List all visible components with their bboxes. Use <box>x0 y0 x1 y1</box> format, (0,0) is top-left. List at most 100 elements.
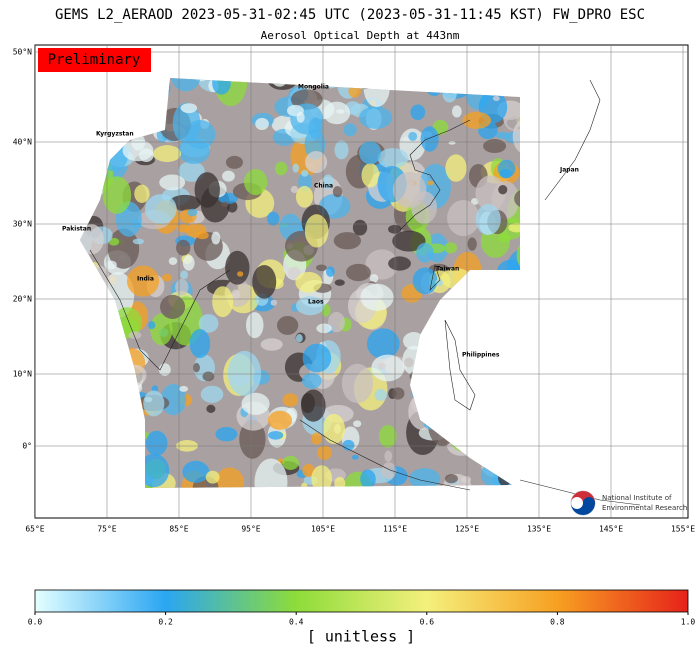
aerosol-patch <box>408 131 418 141</box>
aerosol-patch <box>315 264 327 272</box>
aerosol-patch <box>212 78 231 95</box>
aerosol-patch <box>388 256 411 271</box>
aerosol-patch <box>237 271 244 277</box>
lon-label: 135°E <box>527 525 551 534</box>
aerosol-patch <box>196 231 209 240</box>
aerosol-patch <box>483 139 507 154</box>
aerosol-patch <box>514 189 520 208</box>
aerosol-patch <box>420 126 439 152</box>
aerosol-patch <box>252 264 277 299</box>
colorbar-tick-label: 0.8 <box>550 618 565 627</box>
lon-label: 75°E <box>97 525 116 534</box>
aerosol-patch <box>276 315 299 335</box>
aerosol-patch <box>255 117 269 130</box>
aerosol-patch <box>205 470 220 484</box>
aerosol-patch <box>145 194 177 224</box>
aerosol-patch <box>182 255 195 271</box>
aerosol-patch <box>194 172 220 208</box>
aerosol-patch <box>282 393 299 407</box>
aerosol-patch <box>409 468 441 488</box>
aerosol-patch <box>198 314 219 333</box>
aerosol-patch <box>410 104 426 121</box>
aerosol-patch <box>351 454 359 460</box>
aerosol-patch <box>444 242 458 254</box>
aerosol-patch <box>332 186 343 198</box>
aerosol-patch <box>391 387 405 400</box>
aerosol-patch <box>371 354 405 382</box>
aerosol-patch <box>182 460 210 483</box>
aerosol-patch <box>80 224 104 255</box>
aerosol-patch <box>102 176 132 214</box>
aerosol-patch <box>322 413 345 445</box>
aerosol-patch <box>359 140 382 165</box>
aerosol-patch <box>295 296 325 316</box>
aerosol-patch <box>168 257 178 266</box>
coastline <box>89 249 231 371</box>
logo-blue <box>571 497 595 515</box>
aerosol-patch <box>435 278 443 287</box>
aerosol-patch <box>377 362 386 370</box>
aerosol-patch <box>227 350 262 396</box>
aerosol-patch <box>366 328 400 360</box>
place-label: India <box>137 276 154 283</box>
colorbar-tick-label: 0.4 <box>289 618 304 627</box>
aerosol-patch <box>378 424 397 448</box>
aerosol-patch <box>343 123 357 137</box>
aerosol-patch <box>353 420 362 428</box>
aerosol-patch <box>447 200 480 237</box>
colorbar-tick-label: 1.0 <box>681 618 696 627</box>
aerosol-patch <box>168 194 201 211</box>
aerosol-patch <box>241 392 270 415</box>
aerosol-patch <box>462 111 492 129</box>
lat-label: 50°N <box>13 48 32 57</box>
aerosol-patch <box>290 89 323 110</box>
aerosol-patch <box>139 148 154 162</box>
aerosol-patch <box>187 208 198 217</box>
aerosol-patch <box>445 154 467 182</box>
coastline <box>299 419 471 491</box>
aerosol-patch <box>161 273 172 282</box>
aerosol-patch <box>467 237 477 251</box>
coastline <box>399 119 471 231</box>
lon-label: 85°E <box>169 525 188 534</box>
aerosol-patch <box>333 232 361 250</box>
aerosol-patch <box>345 263 371 282</box>
aerosol-patch <box>292 163 300 173</box>
aerosol-patch <box>267 211 280 226</box>
aerosol-patch <box>288 266 301 280</box>
aerosol-patch <box>105 260 117 270</box>
aerosol-patch <box>126 265 160 297</box>
aerosol-patch <box>211 231 221 245</box>
aerosol-patch <box>361 163 380 188</box>
place-label: Kyrgyzstan <box>96 131 134 138</box>
aerosol-patch <box>180 103 198 114</box>
lon-label: 115°E <box>383 525 407 534</box>
aerosol-patch <box>300 393 315 414</box>
aerosol-patch <box>360 469 376 488</box>
aerosol-patch <box>138 453 170 488</box>
aerosol-patch <box>444 473 458 484</box>
badge <box>38 48 151 72</box>
aerosol-patch <box>341 363 373 404</box>
aerosol-patch <box>311 465 333 488</box>
aerosol-patch <box>369 274 379 283</box>
aerosol-patch <box>302 343 332 373</box>
aerosol-patch <box>150 313 173 346</box>
aerosol-patch <box>360 283 394 311</box>
colorbar-label: [ unitless ] <box>307 628 415 646</box>
aerosol-patch <box>225 155 243 169</box>
aerosol-patch <box>448 141 456 145</box>
aerosol-patch <box>179 385 189 392</box>
aerosol-patch <box>302 464 315 477</box>
place-label: Laos <box>308 299 324 306</box>
aerosol-patch <box>225 250 250 285</box>
aerosol-patch <box>254 458 288 488</box>
coastline <box>429 263 441 291</box>
aerosol-patch <box>475 175 506 212</box>
aerosol-patch <box>326 266 335 277</box>
aerosol-patch <box>497 159 516 178</box>
place-label: Philippines <box>462 352 500 359</box>
aerosol-patch <box>352 219 368 236</box>
aerosol-patch <box>222 170 235 182</box>
